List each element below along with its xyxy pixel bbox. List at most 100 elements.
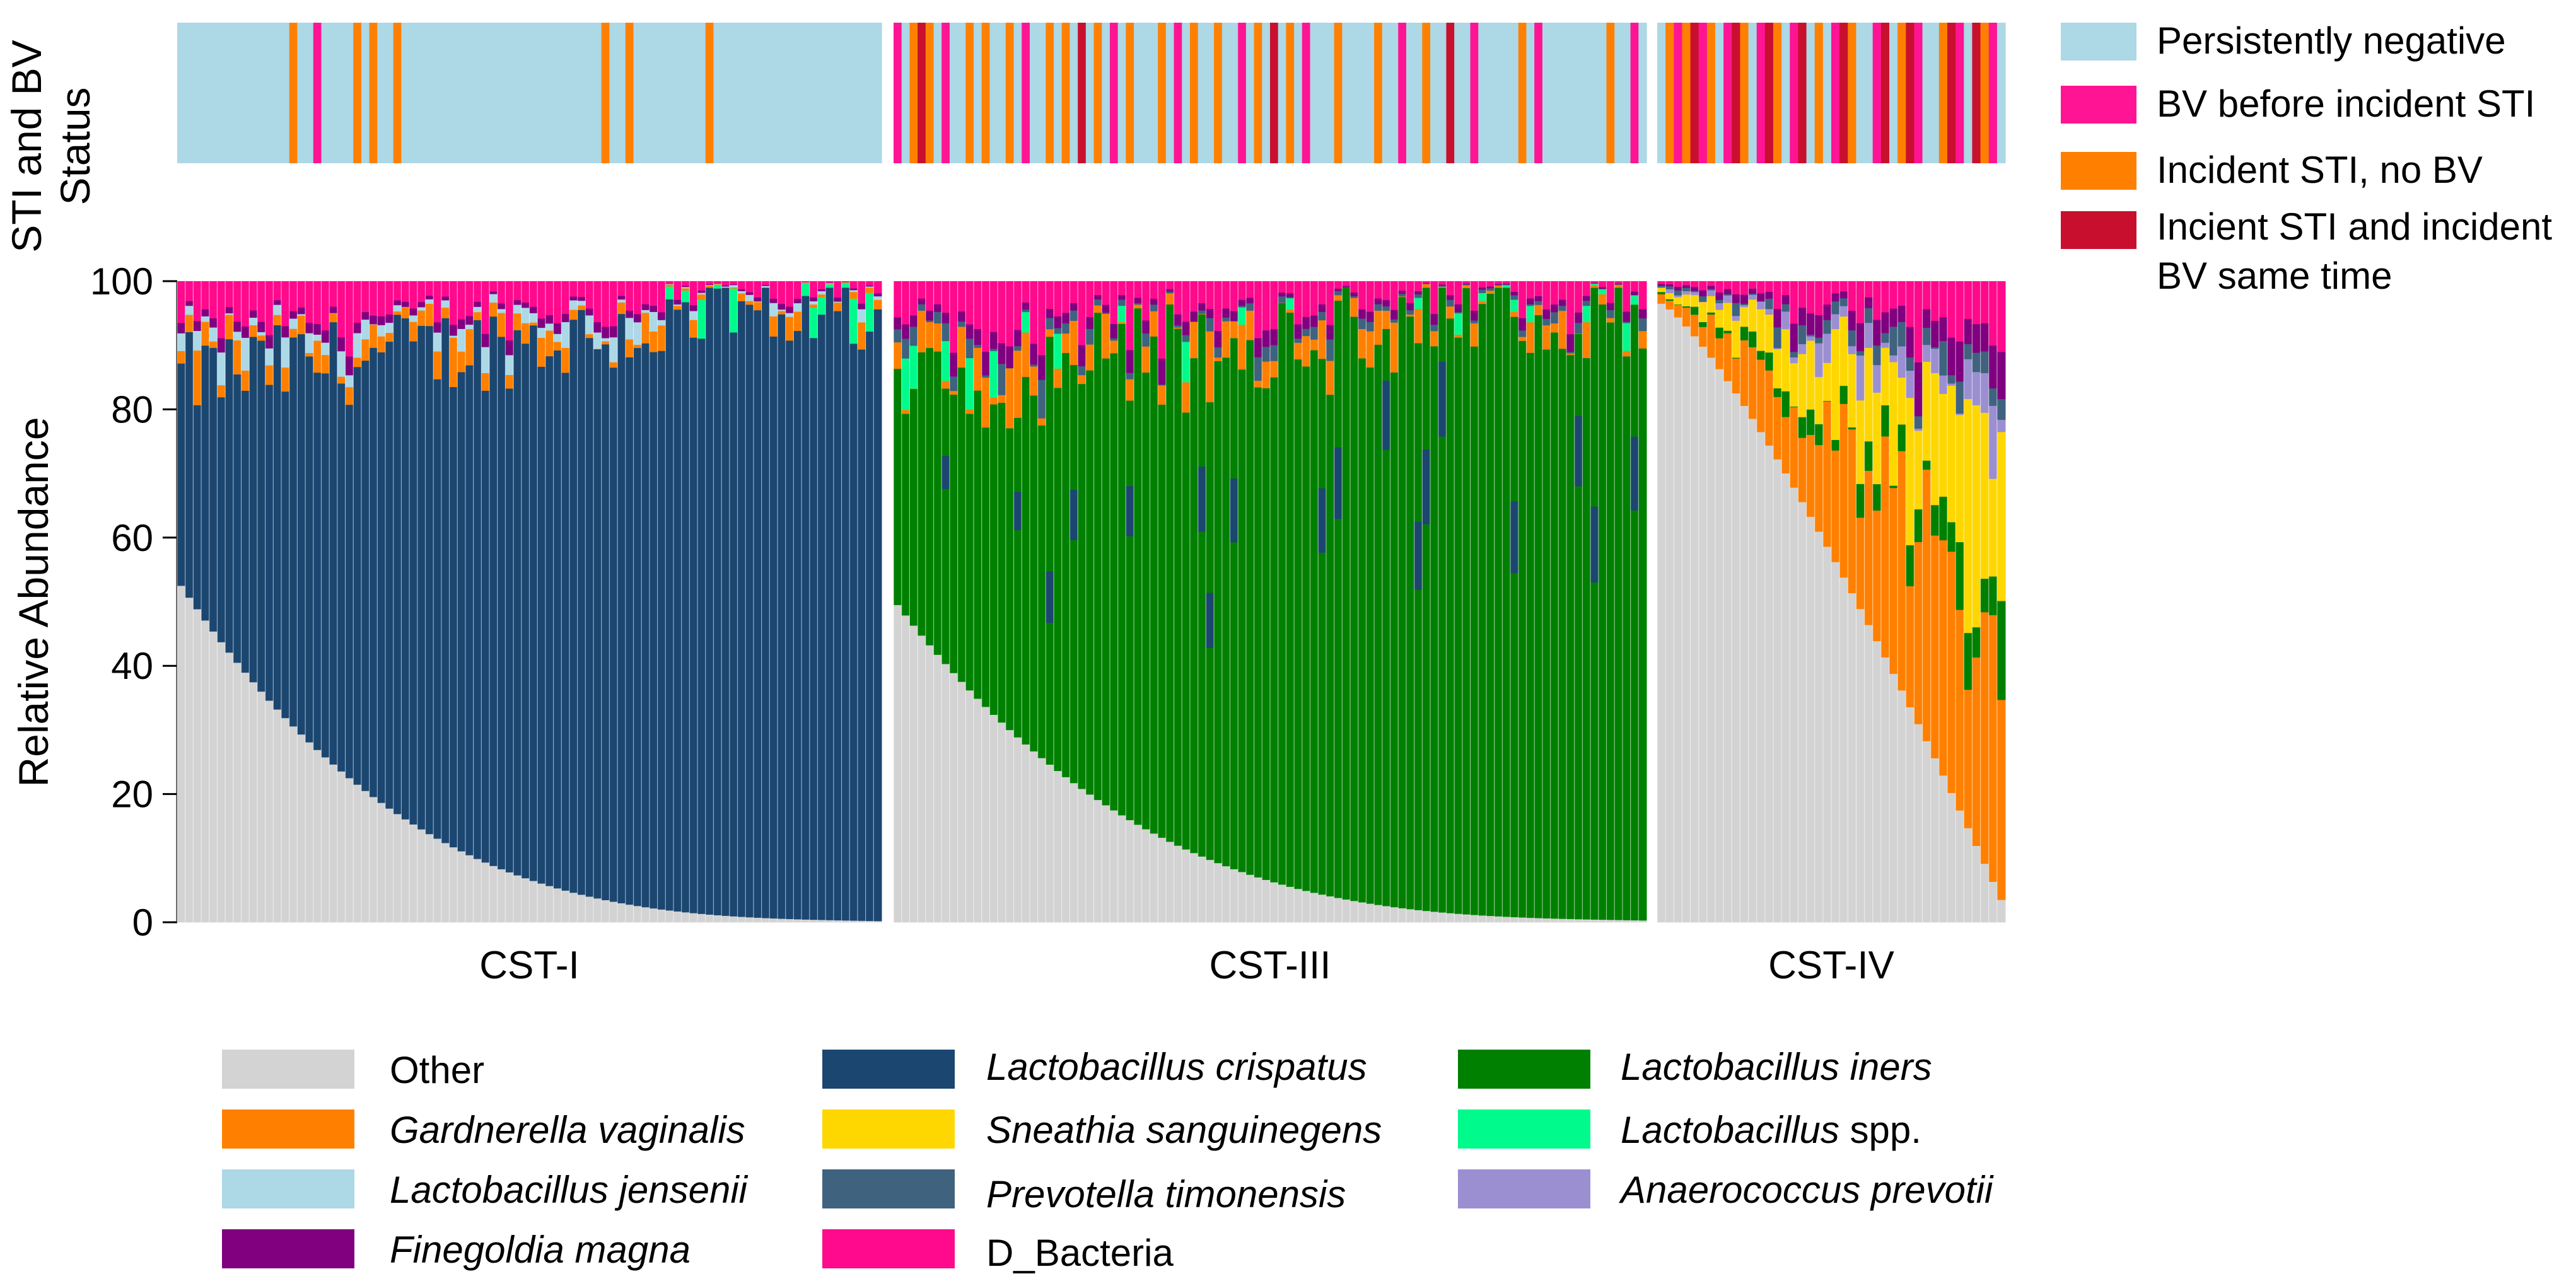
bar-segment <box>1230 281 1238 311</box>
bar-segment <box>609 362 618 368</box>
bar-segment <box>1715 299 1724 304</box>
status-cell <box>1046 23 1054 163</box>
bar-segment <box>1764 308 1774 315</box>
status-cell <box>1972 23 1981 163</box>
bar-segment <box>1254 877 1262 923</box>
bar-segment <box>1126 400 1134 486</box>
bar-segment <box>321 373 330 758</box>
bar-segment <box>1422 449 1431 524</box>
status-cell <box>949 23 959 163</box>
bar-segment <box>1665 300 1674 310</box>
bar-segment <box>457 372 466 852</box>
bar-segment <box>1988 388 1998 406</box>
bar-segment <box>1422 524 1431 912</box>
bar-segment <box>385 322 394 333</box>
legend-swatch-lactobacillus-jensenii <box>222 1169 354 1208</box>
bar-segment <box>425 326 434 835</box>
bar-segment <box>1682 306 1691 308</box>
bar-segment <box>617 296 626 300</box>
bar-segment <box>1262 346 1271 362</box>
bar-segment <box>1494 284 1503 285</box>
bar-segment <box>1748 281 1757 289</box>
bar-segment <box>193 405 202 610</box>
bar-segment <box>1756 350 1766 360</box>
bar-segment <box>321 281 330 331</box>
status-cell <box>1494 23 1503 163</box>
bar-segment <box>281 326 290 338</box>
bar-segment <box>1358 328 1367 359</box>
bar-segment <box>1422 284 1431 288</box>
bar-segment <box>185 597 194 923</box>
bar-segment <box>1126 350 1134 373</box>
bar-segment <box>965 357 974 410</box>
bar-segment <box>689 281 698 306</box>
bar-segment <box>1964 398 1973 634</box>
bar-segment <box>313 372 322 750</box>
bar-segment <box>1430 346 1439 912</box>
bar-segment <box>609 281 618 327</box>
bar-segment <box>1864 322 1874 348</box>
bar-segment <box>1964 828 1973 923</box>
bar-segment <box>1470 320 1479 323</box>
bar-segment <box>1897 451 1906 691</box>
bar-segment <box>1590 919 1599 923</box>
bar-segment <box>865 281 874 286</box>
bar-segment <box>1326 395 1335 896</box>
status-cell <box>1518 23 1527 163</box>
status-cell <box>1534 23 1543 163</box>
bar-segment <box>697 281 706 291</box>
bar-segment <box>998 722 1006 923</box>
bar-segment <box>1996 601 2006 700</box>
bar-segment <box>337 376 346 384</box>
status-cell <box>1690 23 1699 163</box>
bar-segment <box>981 351 990 376</box>
bar-segment <box>1318 304 1327 312</box>
status-cell <box>1781 23 1790 163</box>
bar-segment <box>1502 283 1511 285</box>
bar-segment <box>713 288 722 915</box>
bar-segment <box>505 872 514 923</box>
status-cell <box>729 23 738 163</box>
bar-segment <box>209 347 218 632</box>
bar-segment <box>713 281 722 284</box>
bar-segment <box>1446 913 1455 923</box>
bar-segment <box>809 301 818 305</box>
bar-segment <box>1518 340 1527 918</box>
bar-segment <box>1798 437 1807 502</box>
bar-segment <box>1270 281 1279 330</box>
bar-segment <box>497 303 506 310</box>
bar-segment <box>233 332 242 341</box>
bar-segment <box>1390 281 1399 310</box>
bar-segment <box>1947 792 1956 923</box>
bar-segment <box>1964 318 1973 344</box>
bar-segment <box>505 281 514 341</box>
bar-segment <box>529 322 538 326</box>
bar-segment <box>745 294 754 301</box>
bar-segment <box>785 281 794 307</box>
bar-segment <box>1897 322 1906 347</box>
bar-segment <box>577 895 586 923</box>
bar-segment <box>1022 311 1030 333</box>
status-cell <box>257 23 266 163</box>
bar-segment <box>1622 920 1631 923</box>
bar-segment <box>1165 293 1175 305</box>
bar-segment <box>257 322 266 332</box>
status-cell <box>409 23 418 163</box>
bar-segment <box>841 282 850 288</box>
bar-segment <box>321 354 330 374</box>
bar-segment <box>1674 290 1682 296</box>
bar-segment <box>465 855 474 923</box>
bar-segment <box>1590 283 1599 284</box>
bar-segment <box>1723 333 1732 381</box>
bar-segment <box>1748 347 1757 419</box>
bar-segment <box>974 698 982 923</box>
bar-segment <box>1839 306 1848 317</box>
bar-segment <box>1334 898 1343 923</box>
status-cell <box>1454 23 1463 163</box>
bar-segment <box>1831 293 1840 302</box>
bar-segment <box>1270 345 1279 361</box>
legend-swatch-lactobacillus-spp <box>1458 1109 1590 1149</box>
bar-segment <box>1864 347 1874 442</box>
bar-segment <box>1054 388 1063 772</box>
bar-segment <box>1037 379 1046 419</box>
